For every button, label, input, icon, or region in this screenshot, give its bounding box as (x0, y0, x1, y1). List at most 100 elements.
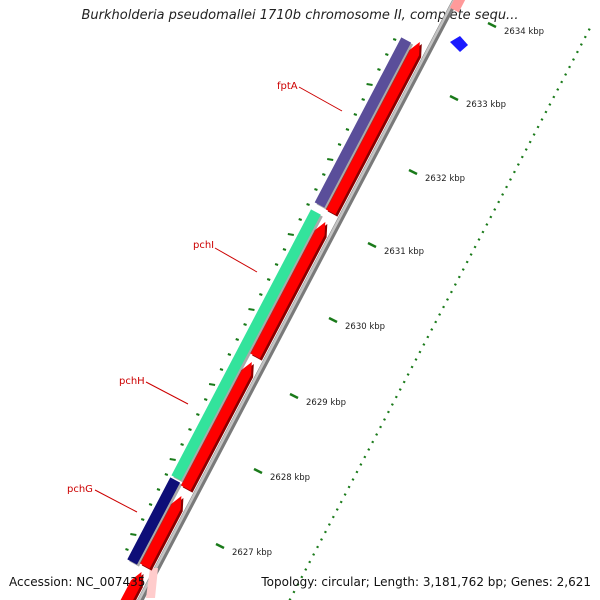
kbp-minor-tick (327, 523, 331, 526)
kbp-minor-tick (434, 320, 438, 324)
backbone-highlight (137, 0, 456, 600)
kbp-label: 2630 kbp (345, 322, 385, 332)
forward-strand-genes (127, 37, 414, 567)
kbp-minor-tick (485, 223, 489, 226)
kbp-minor-tick (516, 163, 520, 166)
inner-tick (169, 458, 176, 461)
inner-tick (259, 293, 263, 296)
kbp-label: 2627 kbp (232, 548, 272, 558)
gene-labels: fptA pchI pchH pchG (67, 81, 343, 513)
gene-leader-line-fptA (298, 86, 343, 112)
inner-tick (392, 38, 397, 41)
kbp-minor-tick (320, 538, 323, 541)
inner-tick (322, 173, 326, 176)
gene-fptA-bar (314, 37, 412, 208)
inner-tick (353, 113, 358, 116)
kbp-major-tick (367, 241, 377, 249)
accession-label: Accession: NC_007435 (9, 575, 146, 589)
kbp-minor-tick (520, 155, 524, 159)
kbp-minor-tick (300, 575, 304, 579)
kbp-minor-tick (560, 80, 564, 84)
gene-label-fptA: fptA (277, 81, 298, 92)
kbp-minor-tick (363, 455, 367, 459)
inner-tick (282, 248, 287, 251)
kbp-minor-tick (568, 65, 571, 69)
backbone-shadow (137, 0, 459, 600)
reverse-gene-arrow-2 (250, 222, 326, 359)
kbp-minor-tick (528, 140, 532, 144)
gene-leader-line-pchG (94, 489, 138, 513)
kbp-major-tick (328, 316, 338, 324)
kbp-minor-tick (375, 433, 379, 436)
kbp-major-tick (289, 392, 299, 400)
inner-tick (227, 353, 232, 356)
gene-pchG-bar (127, 477, 181, 565)
kbp-minor-tick (312, 553, 316, 556)
kbp-minor-tick (339, 500, 343, 504)
chromosome-backbone (137, 0, 459, 600)
inner-tick (208, 383, 216, 386)
inner-tick (148, 503, 153, 506)
bottom-partial-gene (146, 568, 158, 598)
kbp-minor-tick (481, 230, 485, 234)
kbp-minor-tick (477, 238, 481, 241)
kbp-minor-tick (422, 343, 426, 346)
kbp-minor-tick (583, 35, 587, 39)
kbp-minor-tick (509, 178, 512, 181)
kbp-label: 2634 kbp (504, 27, 544, 37)
inner-tick (125, 548, 129, 551)
kbp-minor-tick (579, 43, 583, 46)
kbp-label: 2629 kbp (306, 398, 346, 408)
inner-tick (140, 518, 145, 521)
forward-gene-marker-icon (450, 36, 468, 52)
kbp-label: 2631 kbp (384, 247, 424, 257)
kbp-minor-tick (347, 485, 351, 489)
kbp-minor-tick (493, 208, 497, 211)
kbp-minor-tick (473, 245, 477, 249)
inner-tick (361, 98, 366, 101)
kbp-minor-tick (544, 110, 548, 114)
inner-tick (327, 158, 334, 161)
kbp-minor-tick (453, 283, 457, 286)
kbp-minor-tick (501, 193, 505, 196)
kbp-minor-tick (575, 50, 579, 54)
kbp-minor-tick (446, 298, 449, 301)
kbp-major-tick (215, 542, 225, 550)
kbp-minor-tick (355, 470, 359, 474)
kbp-minor-tick (465, 260, 469, 264)
kbp-minor-tick (548, 103, 552, 106)
top-edge-features (146, 0, 468, 598)
kbp-label: 2628 kbp (270, 473, 310, 483)
kbp-label: 2633 kbp (466, 100, 506, 110)
kbp-minor-tick (418, 350, 422, 354)
kbp-minor-tick (540, 118, 544, 121)
inner-tick (345, 128, 350, 131)
inner-tick (164, 473, 169, 476)
kbp-minor-tick (367, 448, 371, 451)
inner-tick-marks (125, 38, 397, 551)
reverse-gene-arrow-3 (180, 362, 252, 491)
kbp-minor-tick (505, 185, 508, 189)
kbp-label: 2632 kbp (425, 174, 465, 184)
inner-tick (366, 83, 373, 86)
kbp-minor-tick (469, 253, 473, 256)
kbp-minor-tick (386, 410, 390, 414)
kbp-minor-tick (398, 388, 402, 391)
kbp-minor-tick (556, 88, 560, 91)
inner-tick (377, 68, 381, 71)
kbp-minor-tick (343, 493, 347, 496)
gene-label-pchI: pchI (193, 240, 214, 251)
kbp-major-tick (487, 21, 497, 29)
inner-tick (235, 338, 240, 341)
kbp-minor-tick (426, 335, 430, 339)
inner-tick (385, 53, 389, 56)
inner-tick (188, 428, 192, 431)
kbp-minor-tick (457, 275, 461, 279)
kbp-minor-tick (379, 425, 383, 429)
reverse-strand-genes (120, 42, 422, 600)
gene-leader-line-pchH (145, 381, 189, 405)
kbp-major-tick (449, 94, 459, 102)
gene-label-pchH: pchH (119, 376, 145, 387)
